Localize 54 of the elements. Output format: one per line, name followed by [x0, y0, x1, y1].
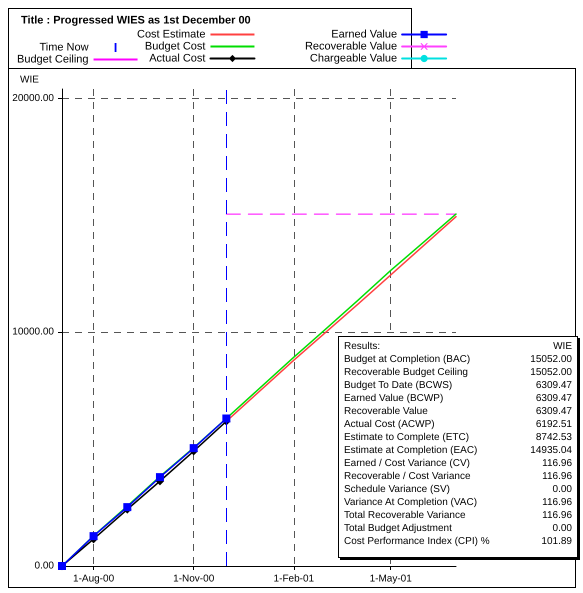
chart-title: Title : Progressed WIES as 1st December 00 [21, 14, 251, 26]
legend-label: Actual Cost [149, 52, 206, 64]
legend-label: Cost Estimate [136, 28, 206, 40]
annotation: Total Recoverable Variance [344, 509, 466, 522]
annotation: Recoverable / Cost Variance [344, 470, 471, 483]
annotation: Recoverable Value [344, 405, 428, 418]
y-tick-label: 10000.00 [12, 326, 54, 338]
legend-label: Budget Ceiling [16, 54, 89, 66]
x-tick-label: 1-Nov-00 [173, 574, 215, 584]
annotation: Results: [344, 340, 380, 353]
legend-label: Recoverable Value [304, 40, 398, 52]
text: 116.96 [542, 496, 572, 509]
text: 0.00 [552, 483, 572, 496]
text: WIE [553, 340, 572, 353]
text: 116.96 [542, 509, 572, 522]
text: 6309.47 [536, 379, 572, 392]
text: 8742.53 [536, 431, 572, 444]
annotation: Cost Performance Index (CPI) % [344, 535, 490, 548]
text: 6309.47 [536, 405, 572, 418]
x-tick-label: 1-Feb-01 [274, 574, 315, 584]
text: 6309.47 [536, 392, 572, 405]
legend-label: Earned Value [331, 28, 398, 40]
point [123, 503, 132, 512]
annotation: Budget To Date (BCWS) [344, 379, 452, 392]
x-tick-label: 1-May-01 [370, 574, 412, 584]
legend-label: Budget Cost [144, 40, 206, 52]
annotation: Variance At Completion (VAC) [344, 496, 478, 509]
annotation: Earned Value (BCWP) [344, 392, 444, 405]
text: 116.96 [542, 470, 572, 483]
text: 6192.51 [536, 418, 572, 431]
text: 14935.04 [530, 444, 572, 457]
text: 116.96 [542, 457, 572, 470]
point [90, 532, 98, 540]
text: 101.89 [541, 535, 572, 548]
annotation: Earned / Cost Variance (CV) [344, 457, 470, 470]
x-tick-label: 1-Aug-00 [72, 574, 115, 584]
annotation: Recoverable Budget Ceiling [344, 366, 468, 379]
annotation: Estimate to Complete (ETC) [344, 431, 470, 444]
text: 0.00 [552, 522, 572, 535]
y-tick-label: 0.00 [34, 560, 54, 572]
annotation: Schedule Variance (SV) [344, 483, 450, 496]
text: 15052.00 [530, 353, 572, 366]
annotation: Budget at Completion (BAC) [344, 353, 470, 366]
y-axis-title: WIE [20, 74, 40, 86]
annotation: Estimate at Completion (EAC) [344, 444, 478, 457]
annotation: Total Budget Adjustment [344, 522, 452, 535]
y-tick-label: 20000.00 [12, 92, 54, 104]
text: 15052.00 [530, 366, 572, 379]
point [156, 473, 164, 482]
legend-label: Chargeable Value [310, 52, 398, 64]
legend-label: Time Now [39, 42, 89, 54]
annotation: Actual Cost (ACWP) [344, 418, 435, 431]
point [222, 414, 230, 422]
point [190, 444, 198, 452]
